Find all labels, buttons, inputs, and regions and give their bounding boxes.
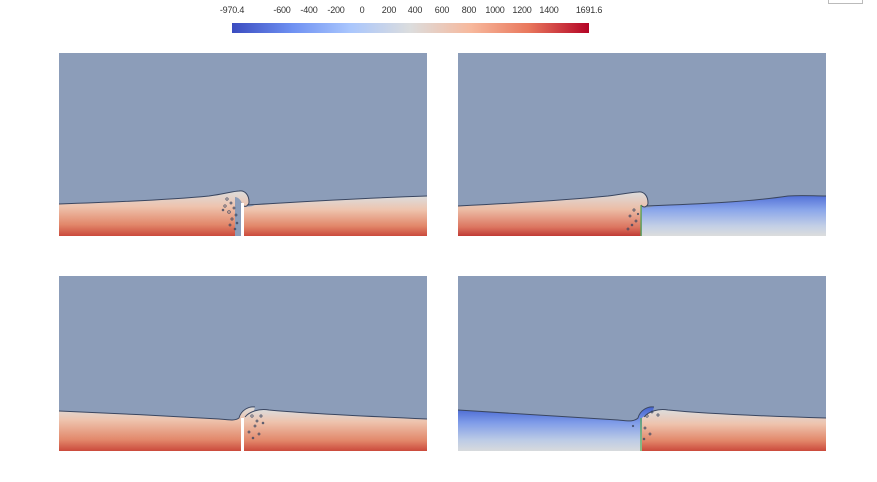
bubbles [247,414,265,440]
liquid-region-right [642,409,826,451]
colorbar-tick: 0 [359,5,365,15]
bubbles [221,197,239,231]
liquid-region-left [59,190,249,236]
interface-contour [458,406,655,422]
panel-svg [59,53,427,236]
colorbar-tick: 800 [461,5,477,15]
simulation-panel-bottom-left [59,276,427,451]
colorbar-tick: 200 [381,5,397,15]
colorbar-tick: 1691.6 [575,5,603,15]
panel-svg [458,276,826,451]
simulation-panel-bottom-right [458,276,826,451]
simulation-panel-top-left [59,53,427,236]
colorbar [232,23,589,33]
liquid-region-left [458,406,654,451]
colorbar-tick: -600 [273,5,291,15]
interface-contour [244,409,427,420]
colorbar-tick: 600 [434,5,450,15]
interface-contour [59,406,256,421]
interface-contour [246,195,427,206]
colorbar-tick: -400 [300,5,318,15]
colorbar-tick: -200 [327,5,345,15]
liquid-region-left [458,191,648,236]
liquid-region-right [642,195,826,236]
bubbles [631,410,660,441]
corner-frame [828,0,863,4]
panel-svg [458,53,826,236]
colorbar-tick: 1000 [485,5,505,15]
colorbar-tick: -970.4 [219,5,245,15]
colorbar-tick: 400 [407,5,423,15]
colorbar-tick: 1200 [512,5,532,15]
colorbar-tick-labels: -970.4 -600 -400 -200 0 200 400 600 800 … [0,0,877,20]
interface-contour [59,190,250,207]
interface-contour [645,195,826,207]
gate [241,203,244,236]
liquid-region-right [243,196,427,236]
liquid-region-left [59,406,255,451]
gate [241,418,244,451]
bubbles [626,208,640,231]
simulation-panel-top-right [458,53,826,236]
colorbar-tick: 1400 [539,5,559,15]
liquid-region-right [243,409,427,451]
interface-contour [458,191,649,208]
panel-svg [59,276,427,451]
